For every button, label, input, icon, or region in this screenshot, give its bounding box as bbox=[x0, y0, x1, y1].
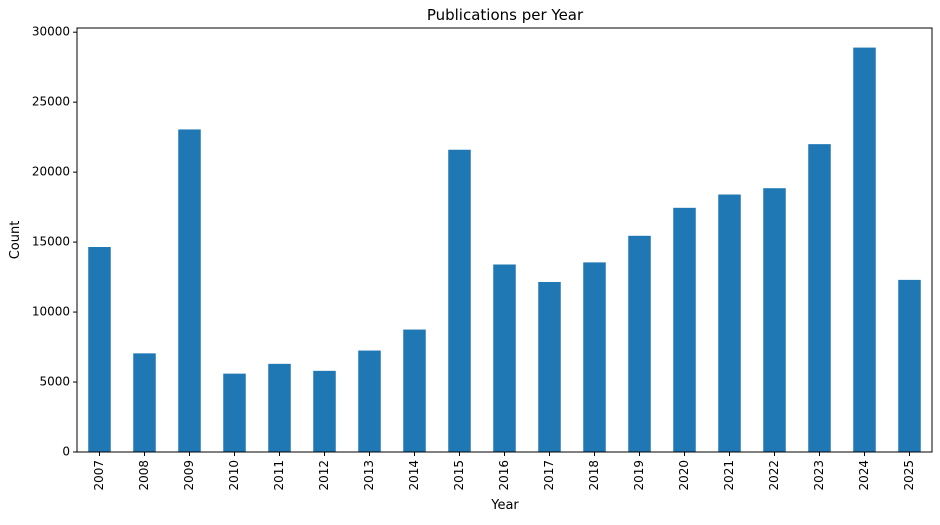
y-axis: 0 5000 10000 15000 20000 25000 30000 bbox=[32, 25, 77, 459]
y-tick-label-20000: 20000 bbox=[32, 165, 70, 179]
x-tick-label-2014: 2014 bbox=[407, 460, 421, 491]
bar-2024 bbox=[853, 47, 876, 453]
x-tick-label-2018: 2018 bbox=[587, 460, 601, 491]
bar-2007 bbox=[88, 247, 111, 452]
y-tick-label-0: 0 bbox=[62, 445, 70, 459]
y-axis-title: Count bbox=[8, 221, 23, 260]
bar-2016 bbox=[493, 264, 516, 452]
bar-2013 bbox=[358, 350, 381, 452]
bar-2022 bbox=[763, 188, 786, 452]
bar-2010 bbox=[223, 373, 246, 452]
x-tick-label-2021: 2021 bbox=[722, 460, 736, 491]
y-tick-label-30000: 30000 bbox=[32, 25, 70, 39]
bar-2012 bbox=[313, 370, 336, 452]
y-tick-label-10000: 10000 bbox=[32, 305, 70, 319]
x-tick-label-2025: 2025 bbox=[902, 460, 916, 491]
y-tick-label-25000: 25000 bbox=[32, 95, 70, 109]
x-tick-label-2010: 2010 bbox=[227, 460, 241, 491]
x-tick-label-2022: 2022 bbox=[767, 460, 781, 491]
bar-2015 bbox=[448, 149, 471, 453]
x-tick-label-2011: 2011 bbox=[272, 460, 286, 491]
y-tick-label-5000: 5000 bbox=[39, 375, 70, 389]
x-tick-label-2012: 2012 bbox=[317, 460, 331, 491]
x-tick-label-2009: 2009 bbox=[182, 460, 196, 491]
bar-2018 bbox=[583, 262, 606, 452]
bar-2020 bbox=[673, 207, 696, 452]
bar-2011 bbox=[268, 363, 291, 452]
x-axis: 2007 2008 2009 2010 2011 2012 2013 2014 2015 2016… bbox=[92, 452, 916, 491]
bar-2021 bbox=[718, 194, 741, 452]
plot-frame bbox=[76, 27, 933, 453]
bar-2025 bbox=[898, 279, 921, 452]
x-tick-label-2020: 2020 bbox=[677, 460, 691, 491]
bar-2017 bbox=[538, 281, 561, 452]
x-tick-label-2016: 2016 bbox=[497, 460, 511, 491]
x-tick-label-2024: 2024 bbox=[857, 460, 871, 491]
x-tick-label-2023: 2023 bbox=[812, 460, 826, 491]
bars-group bbox=[88, 47, 921, 453]
x-tick-label-2017: 2017 bbox=[542, 460, 556, 491]
bar-2008 bbox=[133, 353, 156, 452]
bar-2023 bbox=[808, 144, 831, 452]
bar-2009 bbox=[178, 129, 201, 452]
bar-2014 bbox=[403, 329, 426, 452]
bar-2019 bbox=[628, 235, 651, 452]
x-tick-label-2008: 2008 bbox=[137, 460, 151, 491]
x-tick-label-2013: 2013 bbox=[362, 460, 376, 491]
x-tick-label-2019: 2019 bbox=[632, 460, 646, 491]
chart-title: Publications per Year bbox=[427, 6, 584, 24]
x-axis-title: Year bbox=[490, 498, 519, 513]
y-tick-label-15000: 15000 bbox=[32, 235, 70, 249]
x-tick-label-2007: 2007 bbox=[92, 460, 106, 491]
x-tick-label-2015: 2015 bbox=[452, 460, 466, 491]
